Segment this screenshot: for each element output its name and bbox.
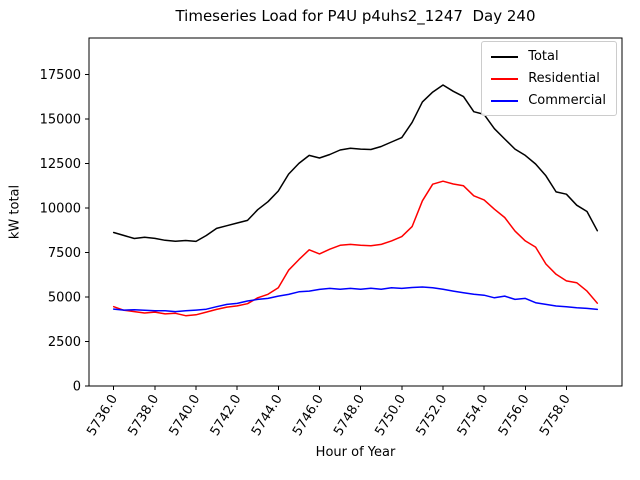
series-line-total: [112, 84, 599, 243]
commercial-line-swatch: [491, 99, 519, 102]
y-tick-label: 5000: [48, 290, 81, 305]
x-axis-ticks: 5736.0 5738.0 5740.0 5742.0 5744.0 5746.0 5748…: [84, 386, 574, 439]
x-tick-label: 5736.0: [84, 392, 121, 439]
legend-label-total: Total: [528, 49, 559, 64]
y-tick-label: 12500: [40, 157, 81, 172]
x-tick-label: 5746.0: [290, 392, 327, 439]
x-tick-label: 5756.0: [496, 392, 533, 439]
x-tick-label: 5752.0: [414, 392, 451, 439]
y-tick-label: 0: [73, 380, 81, 395]
legend-item-total: Total: [491, 49, 606, 64]
series-line-residential: [112, 180, 599, 317]
residential-line-swatch: [491, 77, 519, 80]
y-axis-label: kW total: [7, 184, 23, 240]
y-axis-ticks: 0 2500 5000 7500 10000 12500 15000 17500: [40, 68, 89, 395]
y-tick-label: 17500: [40, 68, 81, 83]
series-line-commercial: [112, 286, 599, 313]
axes-spines: [88, 37, 623, 387]
chart-title: Timeseries Load for P4U p4uhs2_1247 Day …: [175, 7, 536, 25]
legend-label-commercial: Commercial: [528, 93, 606, 108]
legend: Total Residential Commercial: [481, 41, 617, 116]
x-tick-label: 5740.0: [167, 392, 204, 439]
x-tick-label: 5754.0: [455, 392, 492, 439]
series-lines: [112, 84, 599, 317]
y-tick-label: 2500: [48, 335, 81, 350]
legend-item-residential: Residential: [491, 71, 606, 86]
y-tick-label: 15000: [40, 112, 81, 127]
legend-item-commercial: Commercial: [491, 93, 606, 108]
x-tick-label: 5744.0: [249, 392, 286, 439]
x-tick-label: 5742.0: [208, 392, 245, 439]
x-tick-label: 5738.0: [125, 392, 162, 439]
x-tick-label: 5748.0: [331, 392, 368, 439]
total-line-swatch: [491, 55, 519, 58]
legend-label-residential: Residential: [528, 71, 600, 86]
x-tick-label: 5750.0: [372, 392, 409, 439]
y-tick-label: 10000: [40, 201, 81, 216]
y-tick-label: 7500: [48, 246, 81, 261]
x-axis-label: Hour of Year: [315, 445, 396, 460]
x-tick-label: 5758.0: [537, 392, 574, 439]
